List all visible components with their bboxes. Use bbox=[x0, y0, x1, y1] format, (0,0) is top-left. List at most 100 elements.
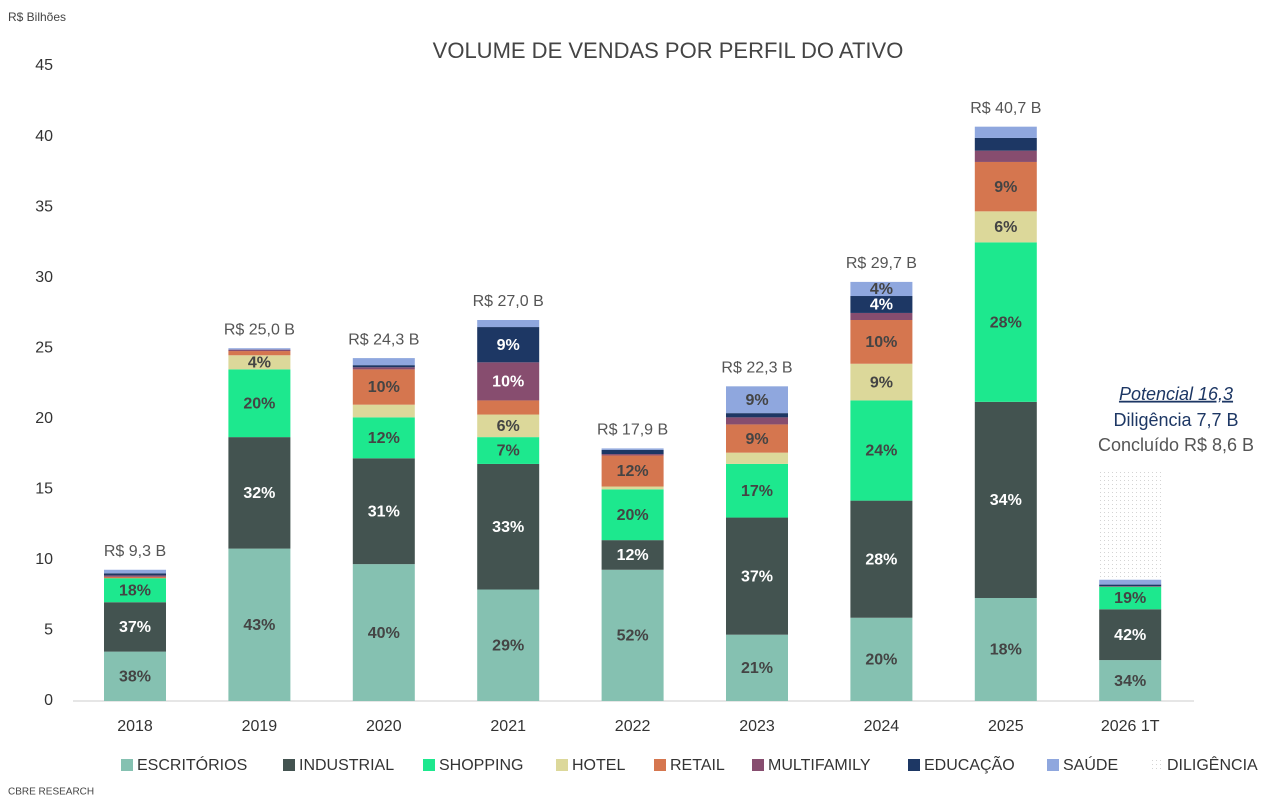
value-label: 9% bbox=[870, 374, 893, 391]
bar-segment bbox=[477, 327, 540, 363]
value-label: 38% bbox=[119, 669, 151, 686]
bar-segment bbox=[850, 296, 913, 313]
bar-segment bbox=[477, 589, 540, 701]
value-label: 20% bbox=[865, 652, 897, 669]
bar-segment bbox=[726, 424, 788, 453]
bar-segment bbox=[352, 365, 415, 368]
bar-segment bbox=[850, 500, 913, 618]
value-label: 17% bbox=[741, 483, 773, 500]
bar-segment bbox=[228, 355, 291, 370]
x-tick-label: 2025 bbox=[988, 718, 1024, 735]
bar-segment bbox=[850, 320, 913, 364]
bar-segment bbox=[104, 573, 166, 576]
bar-segment bbox=[228, 437, 291, 549]
value-label: 37% bbox=[741, 568, 773, 585]
bar-segment bbox=[228, 548, 291, 701]
bar-segment bbox=[228, 349, 291, 352]
bar-segment bbox=[726, 517, 788, 635]
legend-label: DILIGÊNCIA bbox=[1167, 755, 1258, 774]
legend-swatch bbox=[752, 759, 764, 771]
legend-swatch bbox=[1047, 759, 1059, 771]
bar-segment bbox=[601, 454, 664, 456]
bar-segment bbox=[352, 358, 415, 366]
bar-segment bbox=[974, 150, 1037, 162]
x-tick-label: 2023 bbox=[739, 718, 775, 735]
legend-swatch bbox=[423, 759, 435, 771]
x-tick-label: 2018 bbox=[117, 718, 153, 735]
bar-segment bbox=[477, 400, 540, 415]
value-label: 4% bbox=[870, 297, 893, 314]
x-tick-label: 2019 bbox=[242, 718, 278, 735]
value-label: 18% bbox=[119, 582, 151, 599]
value-label: 28% bbox=[990, 314, 1022, 331]
value-label: 43% bbox=[243, 617, 275, 634]
value-label: 12% bbox=[617, 463, 649, 480]
y-tick-label: 35 bbox=[35, 198, 53, 215]
value-label: 42% bbox=[1114, 627, 1146, 644]
y-tick-label: 10 bbox=[35, 551, 53, 568]
value-label: 10% bbox=[492, 374, 524, 391]
bar-segment bbox=[1099, 609, 1162, 661]
annotation: Diligência 7,7 B bbox=[1113, 410, 1238, 430]
value-label: 33% bbox=[492, 519, 524, 536]
bar-segment bbox=[726, 452, 788, 464]
bar-segment bbox=[1099, 470, 1162, 580]
value-label: 7% bbox=[497, 443, 520, 460]
value-label: 9% bbox=[497, 337, 520, 354]
value-label: 10% bbox=[368, 379, 400, 396]
x-tick-label: 2026 1T bbox=[1101, 718, 1160, 735]
y-tick-label: 15 bbox=[35, 481, 53, 498]
y-tick-label: 0 bbox=[44, 692, 53, 709]
bar-segment bbox=[726, 463, 788, 518]
value-label: 40% bbox=[368, 625, 400, 642]
bar-segment bbox=[104, 578, 166, 603]
x-tick-label: 2020 bbox=[366, 718, 402, 735]
y-axis-label: R$ Bilhões bbox=[8, 10, 66, 24]
legend-label: ESCRITÓRIOS bbox=[137, 755, 247, 774]
value-label: 20% bbox=[243, 395, 275, 412]
value-label: 24% bbox=[865, 443, 897, 460]
legend-swatch bbox=[121, 759, 133, 771]
value-label: 6% bbox=[994, 219, 1017, 236]
bar-segment bbox=[726, 634, 788, 701]
value-label: 52% bbox=[617, 628, 649, 645]
bar-segment bbox=[850, 312, 913, 320]
value-label: 21% bbox=[741, 660, 773, 677]
bar-segment bbox=[726, 413, 788, 418]
x-tick-label: 2021 bbox=[490, 718, 526, 735]
bar-segment bbox=[974, 401, 1037, 598]
value-label: 12% bbox=[368, 430, 400, 447]
total-label: R$ 27,0 B bbox=[473, 293, 544, 310]
value-label: 10% bbox=[865, 334, 897, 351]
total-label: R$ 25,0 B bbox=[224, 321, 295, 338]
bar-segment bbox=[104, 602, 166, 652]
bar-segment bbox=[1099, 585, 1162, 587]
y-tick-label: 20 bbox=[35, 410, 53, 427]
value-label: 34% bbox=[990, 492, 1022, 509]
bar-segment bbox=[477, 414, 540, 438]
total-label: R$ 17,9 B bbox=[597, 422, 668, 439]
bar-segment bbox=[601, 540, 664, 570]
value-label: 4% bbox=[248, 355, 271, 372]
bar-segment bbox=[974, 137, 1037, 151]
x-tick-label: 2024 bbox=[864, 718, 900, 735]
bar-segment bbox=[104, 651, 166, 701]
bar-segment bbox=[850, 400, 913, 501]
bar-segment bbox=[477, 320, 540, 328]
bar-segment bbox=[228, 348, 291, 350]
y-tick-label: 5 bbox=[44, 622, 53, 639]
y-tick-label: 30 bbox=[35, 269, 53, 286]
bar-segment bbox=[477, 437, 540, 464]
value-label: 9% bbox=[745, 431, 768, 448]
value-label: 6% bbox=[497, 418, 520, 435]
total-label: R$ 29,7 B bbox=[846, 255, 917, 272]
x-tick-label: 2022 bbox=[615, 718, 651, 735]
bar-segment bbox=[477, 362, 540, 401]
legend-label: RETAIL bbox=[670, 757, 725, 774]
bar-segment bbox=[1099, 579, 1162, 585]
bar-segment bbox=[974, 211, 1037, 243]
value-label: 9% bbox=[994, 179, 1017, 196]
value-label: 9% bbox=[745, 392, 768, 409]
annotation: Concluído R$ 8,6 B bbox=[1098, 435, 1254, 455]
total-label: R$ 22,3 B bbox=[721, 360, 792, 377]
